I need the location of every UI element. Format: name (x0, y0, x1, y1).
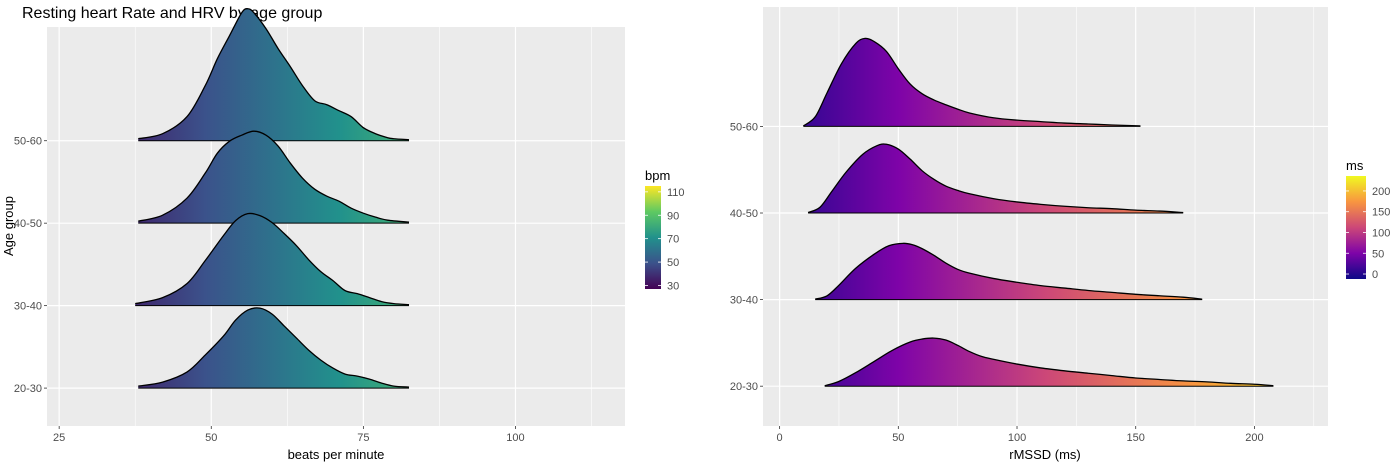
x-axis-title: rMSSD (ms) (1009, 447, 1081, 462)
ridge-outline (815, 242, 1203, 300)
y-tick-label: 40-50 (730, 208, 758, 220)
x-tick-label: 75 (357, 432, 369, 444)
ridge-fill (138, 8, 410, 141)
panel-background (47, 27, 625, 426)
x-tick-label: 200 (1245, 432, 1263, 444)
x-tick-label: 150 (1127, 432, 1145, 444)
legend-tick-label: 150 (1372, 207, 1390, 219)
y-tick-label: 20-30 (14, 383, 42, 395)
y-tick-label: 50-60 (730, 121, 758, 133)
ridge-fill (808, 143, 1184, 214)
y-tick-label: 40-50 (14, 218, 42, 230)
legend-tick-label: 30 (667, 280, 679, 292)
ridge-20-30 (138, 307, 410, 389)
y-tick-label: 30-40 (730, 295, 758, 307)
legend-tick-label: 50 (1372, 248, 1384, 260)
x-tick-label: 100 (1008, 432, 1026, 444)
y-tick-label: 30-40 (14, 301, 42, 313)
ridge-fill (135, 213, 410, 306)
hrv-panel: 20-30 30-40 40-50 50-60 0 50 100 150 200 rMSSD (m… (730, 7, 1390, 462)
colorbar (645, 186, 661, 289)
legend-tick-label: 200 (1372, 186, 1390, 198)
x-axis-title: beats per minute (288, 447, 385, 462)
legend-title: bpm (645, 168, 670, 183)
ridge-outline (802, 37, 1141, 127)
ridge-outline (824, 337, 1274, 387)
heart-rate-panel: 20-30 30-40 40-50 50-60 25 50 75 100 beats per m… (1, 8, 685, 462)
legend-title: ms (1346, 158, 1364, 173)
y-tick-label: 50-60 (14, 136, 42, 148)
ridge-outline (138, 8, 410, 141)
x-tick-label: 0 (777, 432, 783, 444)
y-tick-label: 20-30 (730, 381, 758, 393)
ridge-fill (824, 338, 1274, 387)
legend-tick-label: 0 (1372, 269, 1378, 281)
ridge-outline (138, 130, 410, 223)
ridge-outline (138, 307, 410, 388)
colorbar-legend: ms 0 50 100 150 200 (1346, 158, 1390, 281)
ridge-fill (138, 131, 410, 224)
figure-title: Resting heart Rate and HRV by age group (22, 5, 322, 22)
legend-tick-label: 100 (1372, 227, 1390, 239)
x-tick-label: 100 (506, 432, 524, 444)
ridge-50-60 (802, 37, 1141, 127)
ridge-fill (138, 307, 410, 389)
ridge-20-30 (824, 337, 1274, 387)
x-tick-label: 50 (205, 432, 217, 444)
legend-tick-label: 90 (667, 210, 679, 222)
ridge-fill (803, 38, 1141, 127)
legend-tick-label: 50 (667, 257, 679, 269)
ridge-30-40 (135, 212, 410, 307)
x-tick-label: 50 (892, 432, 904, 444)
ridge-fill (815, 243, 1203, 300)
ridge-30-40 (815, 242, 1203, 301)
legend-tick-label: 70 (667, 234, 679, 246)
legend-tick-label: 110 (667, 187, 685, 199)
ridge-outline (135, 212, 410, 306)
x-tick-label: 25 (53, 432, 65, 444)
colorbar (1346, 176, 1366, 279)
ridge-40-50 (807, 143, 1184, 214)
y-axis-title: Age group (1, 196, 16, 256)
colorbar-legend: bpm 30 50 70 90 110 (645, 168, 685, 292)
ridge-outline (807, 143, 1184, 214)
